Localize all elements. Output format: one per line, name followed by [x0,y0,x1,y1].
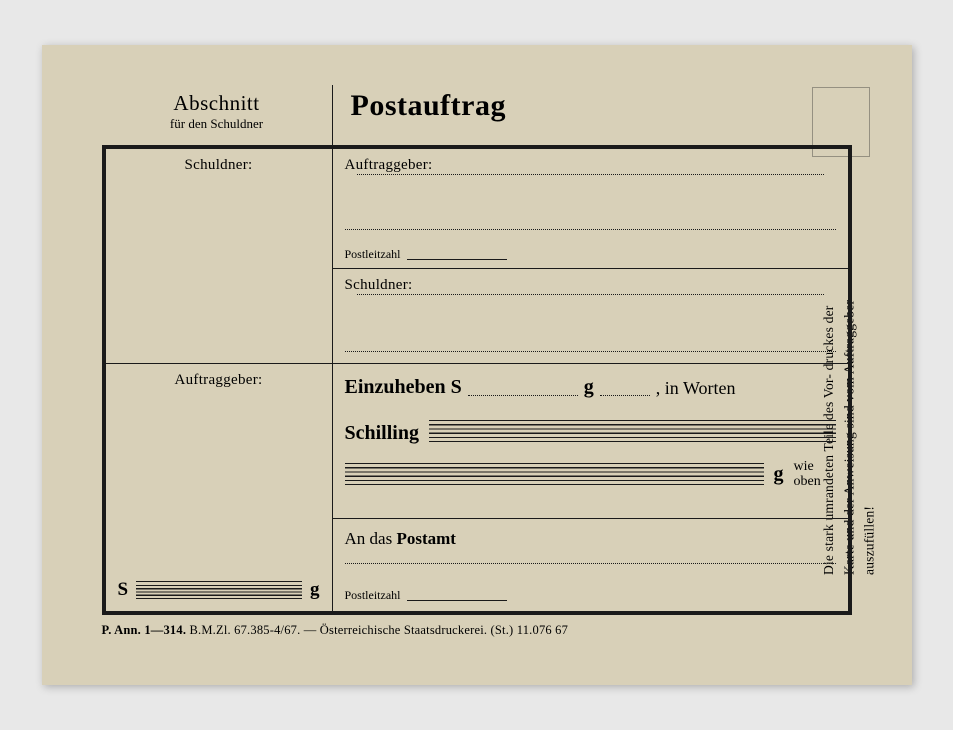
groschen-label: g [584,376,594,399]
fill-line[interactable] [345,229,836,230]
right-column: Auftraggeber: Postleitzahl Schuldner: [332,149,848,611]
postamt-plz-row: Postleitzahl [345,588,836,603]
footer-pann: P. Ann. 1—314. [102,623,187,637]
right-auftraggeber-cell: Auftraggeber: Postleitzahl [333,149,848,269]
postleitzahl-label: Postleitzahl [345,247,401,262]
left-column: Schuldner: Auftraggeber: S g [106,149,332,611]
form-content: Abschnitt für den Schuldner Postauftrag … [102,85,852,638]
right-schuldner-label: Schuldner: [345,277,836,294]
auftraggeber-plz-row: Postleitzahl [345,247,836,262]
in-worten-label: , in Worten [656,378,736,399]
oben-text: oben [794,474,821,489]
groschen-g-label: g [310,579,320,601]
einzuheben-cell: Einzuheben S g , in Worten Schilling g [333,364,848,519]
schilling-word-label: Schilling [345,422,419,445]
header-row: Abschnitt für den Schuldner Postauftrag [102,85,852,145]
right-schuldner-cell: Schuldner: [333,269,848,364]
postleitzahl-label-2: Postleitzahl [345,588,401,603]
schilling-s-label: S [118,579,129,601]
right-auftraggeber-label: Auftraggeber: [345,157,836,174]
left-amount-row: S g [118,579,320,601]
abschnitt-title: Abschnitt [102,91,332,116]
abschnitt-subtitle: für den Schuldner [102,116,332,132]
main-frame: Schuldner: Auftraggeber: S g Auftraggebe… [102,145,852,615]
left-auftraggeber-label: Auftraggeber: [118,372,320,389]
groschen-fill[interactable] [600,395,650,396]
schilling-words-row: Schilling [345,417,836,445]
postamt-fill-line[interactable] [345,563,836,564]
an-das-postamt-row: An das Postamt [345,529,836,549]
groschen-wieoben-row: g wie oben [345,459,836,490]
amount-words-fill[interactable] [345,460,764,488]
postal-form-card: Die stark umrandeten Teile des Vor- druc… [42,45,912,685]
einzuheben-label: Einzuheben S [345,376,462,399]
footer-imprint: P. Ann. 1—314. B.M.Zl. 67.385-4/67. — Ös… [102,623,852,638]
left-auftraggeber-cell: Auftraggeber: S g [106,364,332,611]
left-schuldner-cell: Schuldner: [106,149,332,364]
an-das-label: An das [345,529,397,548]
fill-line[interactable] [345,351,836,352]
postamt-cell: An das Postamt Postleitzahl [333,519,848,611]
postamt-label: Postamt [396,529,455,548]
fill-line[interactable] [357,294,824,295]
footer-rest: B.M.Zl. 67.385-4/67. — Österreichische S… [186,623,568,637]
header-postauftrag: Postauftrag [332,85,852,145]
einzuheben-row: Einzuheben S g , in Worten [345,376,836,399]
left-schuldner-label: Schuldner: [118,157,320,174]
plz-fill-line-2[interactable] [407,600,507,601]
schilling-words-fill[interactable] [429,417,836,445]
plz-fill-line[interactable] [407,259,507,260]
postauftrag-title: Postauftrag [351,89,852,123]
schilling-fill[interactable] [468,395,578,396]
header-abschnitt: Abschnitt für den Schuldner [102,85,332,145]
amount-fill-line[interactable] [136,581,302,601]
wie-text: wie [794,459,814,474]
wie-oben-label: wie oben [794,459,836,490]
groschen-label-2: g [774,463,784,486]
fill-line[interactable] [357,174,824,175]
